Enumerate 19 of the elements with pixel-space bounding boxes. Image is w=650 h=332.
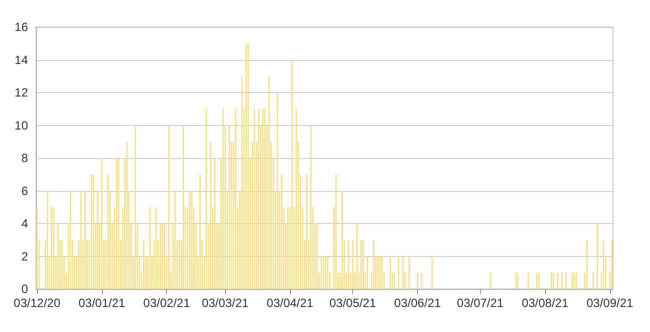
- y-tick-label: 0: [21, 282, 28, 296]
- x-tick-label: 03/02/21: [143, 296, 190, 310]
- x-tick-label: 03/01/21: [78, 296, 126, 310]
- y-tick-label: 2: [21, 249, 28, 264]
- y-tick-label: 8: [21, 151, 28, 165]
- y-tick-label: 16: [14, 20, 28, 34]
- y-tick-label: 4: [21, 216, 28, 230]
- y-tick-label: 14: [14, 52, 28, 67]
- x-tick-label: 03/06/21: [394, 296, 442, 310]
- y-tick-label: 12: [14, 86, 28, 100]
- x-tick-label: 03/07/21: [456, 296, 504, 310]
- x-tick-label: 03/04/21: [266, 296, 314, 310]
- x-tick-label: 03/09/21: [586, 296, 634, 310]
- x-tick-label: 03/05/21: [329, 296, 376, 310]
- x-tick-label: 03/08/21: [522, 296, 569, 310]
- x-tick-label: 03/12/20: [14, 296, 61, 310]
- x-tick-label: 03/03/21: [202, 296, 249, 310]
- y-tick-label: 10: [14, 118, 28, 132]
- y-tick-label: 6: [21, 184, 28, 198]
